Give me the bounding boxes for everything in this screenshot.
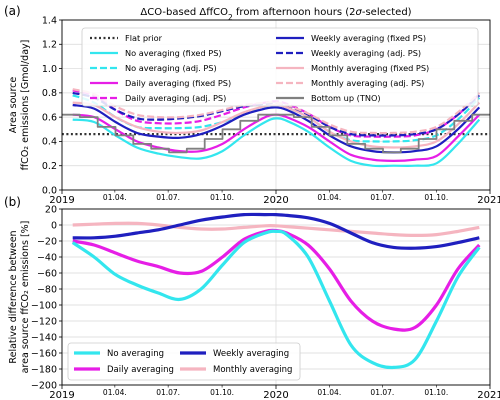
y-tick-label: 1.4: [42, 15, 57, 26]
panel-label: (a): [4, 4, 21, 18]
legend-label: No averaging (fixed PS): [125, 48, 222, 58]
y-axis-label-line: area source ffCO₂ emissions [%]: [20, 221, 31, 374]
panel-label: (b): [4, 195, 21, 209]
legend-label: Weekly averaging (adj. PS): [311, 48, 421, 58]
x-tick-label-minor: 01.10.: [210, 193, 234, 202]
series-line-bottom-up-tno-: [62, 113, 490, 154]
series-line-no-averaging: [71, 229, 481, 370]
x-tick-label-minor: 01.10.: [424, 388, 448, 397]
y-tick-label: −200: [31, 380, 57, 391]
y-tick-label: −100: [31, 300, 57, 311]
panel-a: 0.0 0.2 0.4 0.6 0.8 1.0 1.2 1.4 2019 2020 2021 01.0…: [4, 4, 500, 206]
legend-label: No averaging: [107, 349, 164, 359]
x-tick-label-major: 2020: [263, 195, 288, 206]
y-tick-label: −180: [31, 364, 57, 375]
y-tick-label: −20: [37, 236, 57, 247]
y-tick-label: 20: [45, 204, 57, 215]
legend-label: Daily averaging (fixed PS): [125, 78, 231, 88]
series-group: [71, 212, 481, 370]
y-tick-label: −140: [31, 332, 57, 343]
panel-b: −200−180−160−140−120−100−80−60−40−200202…: [4, 195, 500, 400]
y-tick-label: −60: [37, 268, 57, 279]
legend-label: Daily averaging (adj. PS): [125, 93, 226, 103]
x-tick-label-minor: 01.07.: [156, 388, 180, 397]
chart-title-part: 2: [228, 13, 233, 22]
y-tick-label: 0.2: [42, 161, 57, 172]
chart-title: ΔCO-based ΔffCO2 from afternoon hours (2…: [140, 7, 411, 22]
y-tick-label: 0.4: [42, 137, 57, 148]
x-tick-label-minor: 01.04.: [317, 388, 341, 397]
legend-label: Monthly averaging: [213, 365, 292, 375]
series-line-monthly-averaging: [72, 221, 480, 237]
x-axis: 2019 2020 2021 01.04. 01.07. 01.10. 01.04. 01.0…: [49, 190, 500, 206]
x-tick-label-minor: 01.04.: [103, 388, 127, 397]
x-tick-label-minor: 01.10.: [210, 388, 234, 397]
series-line-weekly-averaging-fixed-ps-: [72, 103, 481, 154]
x-tick-label-minor: 01.07.: [370, 388, 394, 397]
x-tick-label-minor: 01.04.: [103, 193, 127, 202]
legend-box: [67, 342, 301, 381]
series-line-no-averaging-fixed-ps-: [72, 117, 481, 168]
legend-label: Flat prior: [125, 33, 163, 43]
x-tick-label-minor: 01.07.: [156, 193, 180, 202]
y-tick-label: 1.2: [42, 40, 57, 51]
chart-title-part: -selected): [362, 7, 412, 18]
legend-label: No averaging (adj. PS): [125, 63, 217, 73]
y-tick-label: 0.0: [42, 185, 57, 196]
y-axis-label: Relative difference betweenarea source f…: [8, 221, 31, 374]
y-tick-label: −160: [31, 348, 57, 359]
x-tick-label-major: 2019: [49, 195, 74, 206]
y-axis: 0.0 0.2 0.4 0.6 0.8 1.0 1.2 1.4: [42, 15, 62, 196]
y-tick-label: −80: [37, 284, 57, 295]
legend-label: Weekly averaging: [213, 349, 289, 359]
x-tick-label-major: 2020: [263, 390, 288, 400]
y-tick-label: 0: [51, 220, 57, 231]
legend-label: Daily averaging: [107, 365, 174, 375]
y-axis-label-line: Area source: [8, 77, 19, 134]
legend-label: Monthly averaging (fixed PS): [311, 63, 429, 73]
legend-label: Weekly averaging (fixed PS): [311, 33, 426, 43]
y-tick-label: 0.8: [42, 88, 57, 99]
series-line-weekly-averaging: [72, 212, 480, 250]
x-tick-label-minor: 01.04.: [317, 193, 341, 202]
y-tick-label: 1.0: [42, 64, 57, 75]
x-tick-label-minor: 01.10.: [424, 193, 448, 202]
legend: Flat prior Weekly averaging (fixed PS) No …: [81, 27, 479, 107]
chart-title-part: ΔCO-based ΔffCO: [140, 7, 228, 18]
x-tick-label-minor: 01.07.: [370, 193, 394, 202]
chart-title-part: from afternoon hours (2: [233, 7, 356, 18]
x-axis: 2019 2020 2021 01.04. 01.07. 01.10. 01.04. 01.0…: [49, 385, 500, 400]
x-tick-label-major: 2019: [49, 390, 74, 400]
y-tick-label: 0.6: [42, 112, 57, 123]
x-tick-label-major: 2021: [477, 390, 500, 400]
y-tick-label: −40: [37, 252, 57, 263]
x-tick-label-major: 2021: [477, 195, 500, 206]
y-axis-label: Area sourceffCO₂ emissions [Gmol/day]: [8, 40, 31, 171]
legend-label: Bottom up (TNO): [311, 93, 381, 103]
y-axis-label-line: ffCO₂ emissions [Gmol/day]: [20, 40, 31, 171]
y-axis-label-line: Relative difference between: [8, 230, 19, 363]
legend: No averaging Weekly averaging Daily averag…: [67, 342, 301, 381]
legend-label: Monthly averaging (adj. PS): [311, 78, 424, 88]
y-tick-label: −120: [31, 316, 57, 327]
chart-title-part: σ: [356, 7, 363, 18]
